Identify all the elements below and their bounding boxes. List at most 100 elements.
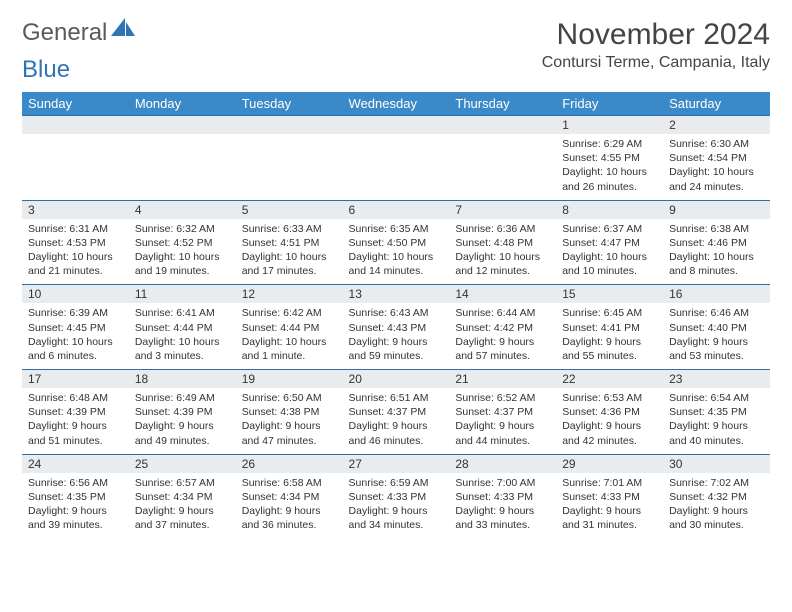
sunrise-text: Sunrise: 6:58 AM — [242, 476, 337, 490]
sunset-text: Sunset: 4:34 PM — [242, 490, 337, 504]
daylight-text: Daylight: 10 hours and 24 minutes. — [669, 165, 764, 193]
day-number-cell: 28 — [449, 454, 556, 473]
day-detail-cell: Sunrise: 6:32 AMSunset: 4:52 PMDaylight:… — [129, 219, 236, 285]
day-number-cell: 5 — [236, 200, 343, 219]
day-detail-cell: Sunrise: 6:56 AMSunset: 4:35 PMDaylight:… — [22, 473, 129, 539]
day-detail-cell: Sunrise: 6:43 AMSunset: 4:43 PMDaylight:… — [343, 303, 450, 369]
daylight-text: Daylight: 9 hours and 53 minutes. — [669, 335, 764, 363]
day-number-row: 24252627282930 — [22, 454, 770, 473]
daylight-text: Daylight: 9 hours and 37 minutes. — [135, 504, 230, 532]
day-number-cell: 3 — [22, 200, 129, 219]
daylight-text: Daylight: 10 hours and 19 minutes. — [135, 250, 230, 278]
day-number-cell: 12 — [236, 285, 343, 304]
daylight-text: Daylight: 9 hours and 42 minutes. — [562, 419, 657, 447]
day-number-row: 17181920212223 — [22, 370, 770, 389]
sunset-text: Sunset: 4:35 PM — [669, 405, 764, 419]
weekday-header: Wednesday — [343, 92, 450, 116]
day-number-cell: 4 — [129, 200, 236, 219]
sunrise-text: Sunrise: 7:02 AM — [669, 476, 764, 490]
sunrise-text: Sunrise: 6:52 AM — [455, 391, 550, 405]
sunset-text: Sunset: 4:41 PM — [562, 321, 657, 335]
sunrise-text: Sunrise: 6:59 AM — [349, 476, 444, 490]
day-detail-cell — [236, 134, 343, 200]
sunset-text: Sunset: 4:34 PM — [135, 490, 230, 504]
sunrise-text: Sunrise: 7:00 AM — [455, 476, 550, 490]
sunrise-text: Sunrise: 6:56 AM — [28, 476, 123, 490]
logo-word-1: General — [22, 19, 107, 47]
day-detail-cell: Sunrise: 6:51 AMSunset: 4:37 PMDaylight:… — [343, 388, 450, 454]
day-detail-cell: Sunrise: 6:37 AMSunset: 4:47 PMDaylight:… — [556, 219, 663, 285]
month-title: November 2024 — [542, 18, 770, 52]
sunrise-text: Sunrise: 6:43 AM — [349, 306, 444, 320]
day-number-cell — [236, 116, 343, 135]
daylight-text: Daylight: 9 hours and 47 minutes. — [242, 419, 337, 447]
day-number-cell: 16 — [663, 285, 770, 304]
day-number-row: 12 — [22, 116, 770, 135]
daylight-text: Daylight: 10 hours and 10 minutes. — [562, 250, 657, 278]
day-number-cell: 26 — [236, 454, 343, 473]
sunset-text: Sunset: 4:37 PM — [349, 405, 444, 419]
daylight-text: Daylight: 10 hours and 8 minutes. — [669, 250, 764, 278]
day-number-cell: 11 — [129, 285, 236, 304]
day-detail-cell: Sunrise: 6:49 AMSunset: 4:39 PMDaylight:… — [129, 388, 236, 454]
day-number-cell: 2 — [663, 116, 770, 135]
day-number-cell: 7 — [449, 200, 556, 219]
day-number-cell — [22, 116, 129, 135]
daylight-text: Daylight: 10 hours and 26 minutes. — [562, 165, 657, 193]
day-number-cell — [449, 116, 556, 135]
sunrise-text: Sunrise: 6:35 AM — [349, 222, 444, 236]
sunset-text: Sunset: 4:47 PM — [562, 236, 657, 250]
daylight-text: Daylight: 9 hours and 49 minutes. — [135, 419, 230, 447]
sunset-text: Sunset: 4:53 PM — [28, 236, 123, 250]
daylight-text: Daylight: 10 hours and 3 minutes. — [135, 335, 230, 363]
daylight-text: Daylight: 9 hours and 57 minutes. — [455, 335, 550, 363]
day-number-cell: 25 — [129, 454, 236, 473]
day-detail-cell — [343, 134, 450, 200]
daylight-text: Daylight: 9 hours and 44 minutes. — [455, 419, 550, 447]
day-detail-cell: Sunrise: 6:31 AMSunset: 4:53 PMDaylight:… — [22, 219, 129, 285]
day-detail-cell: Sunrise: 6:50 AMSunset: 4:38 PMDaylight:… — [236, 388, 343, 454]
day-number-cell: 20 — [343, 370, 450, 389]
sunrise-text: Sunrise: 6:30 AM — [669, 137, 764, 151]
day-number-cell: 14 — [449, 285, 556, 304]
day-number-cell: 23 — [663, 370, 770, 389]
day-detail-cell: Sunrise: 6:57 AMSunset: 4:34 PMDaylight:… — [129, 473, 236, 539]
daylight-text: Daylight: 9 hours and 36 minutes. — [242, 504, 337, 532]
sunset-text: Sunset: 4:35 PM — [28, 490, 123, 504]
sunrise-text: Sunrise: 6:48 AM — [28, 391, 123, 405]
weekday-header: Monday — [129, 92, 236, 116]
sunrise-text: Sunrise: 6:31 AM — [28, 222, 123, 236]
sunset-text: Sunset: 4:52 PM — [135, 236, 230, 250]
sunrise-text: Sunrise: 6:53 AM — [562, 391, 657, 405]
sunset-text: Sunset: 4:32 PM — [669, 490, 764, 504]
sunrise-text: Sunrise: 6:42 AM — [242, 306, 337, 320]
day-number-cell: 21 — [449, 370, 556, 389]
daylight-text: Daylight: 9 hours and 34 minutes. — [349, 504, 444, 532]
sunrise-text: Sunrise: 6:32 AM — [135, 222, 230, 236]
daylight-text: Daylight: 10 hours and 6 minutes. — [28, 335, 123, 363]
day-detail-row: Sunrise: 6:48 AMSunset: 4:39 PMDaylight:… — [22, 388, 770, 454]
sunset-text: Sunset: 4:54 PM — [669, 151, 764, 165]
daylight-text: Daylight: 9 hours and 51 minutes. — [28, 419, 123, 447]
day-detail-cell: Sunrise: 7:01 AMSunset: 4:33 PMDaylight:… — [556, 473, 663, 539]
day-detail-cell: Sunrise: 7:00 AMSunset: 4:33 PMDaylight:… — [449, 473, 556, 539]
logo-sail-icon — [111, 18, 137, 47]
day-number-cell: 18 — [129, 370, 236, 389]
sunset-text: Sunset: 4:33 PM — [455, 490, 550, 504]
sunset-text: Sunset: 4:43 PM — [349, 321, 444, 335]
day-number-cell — [343, 116, 450, 135]
day-detail-cell: Sunrise: 6:35 AMSunset: 4:50 PMDaylight:… — [343, 219, 450, 285]
sunrise-text: Sunrise: 6:33 AM — [242, 222, 337, 236]
logo: General — [22, 18, 137, 47]
day-number-cell: 17 — [22, 370, 129, 389]
sunset-text: Sunset: 4:44 PM — [242, 321, 337, 335]
day-number-cell: 9 — [663, 200, 770, 219]
sunrise-text: Sunrise: 7:01 AM — [562, 476, 657, 490]
daylight-text: Daylight: 10 hours and 21 minutes. — [28, 250, 123, 278]
weekday-header: Thursday — [449, 92, 556, 116]
day-detail-cell: Sunrise: 6:52 AMSunset: 4:37 PMDaylight:… — [449, 388, 556, 454]
sunset-text: Sunset: 4:33 PM — [562, 490, 657, 504]
day-detail-cell: Sunrise: 6:58 AMSunset: 4:34 PMDaylight:… — [236, 473, 343, 539]
sunset-text: Sunset: 4:51 PM — [242, 236, 337, 250]
day-detail-cell: Sunrise: 6:53 AMSunset: 4:36 PMDaylight:… — [556, 388, 663, 454]
